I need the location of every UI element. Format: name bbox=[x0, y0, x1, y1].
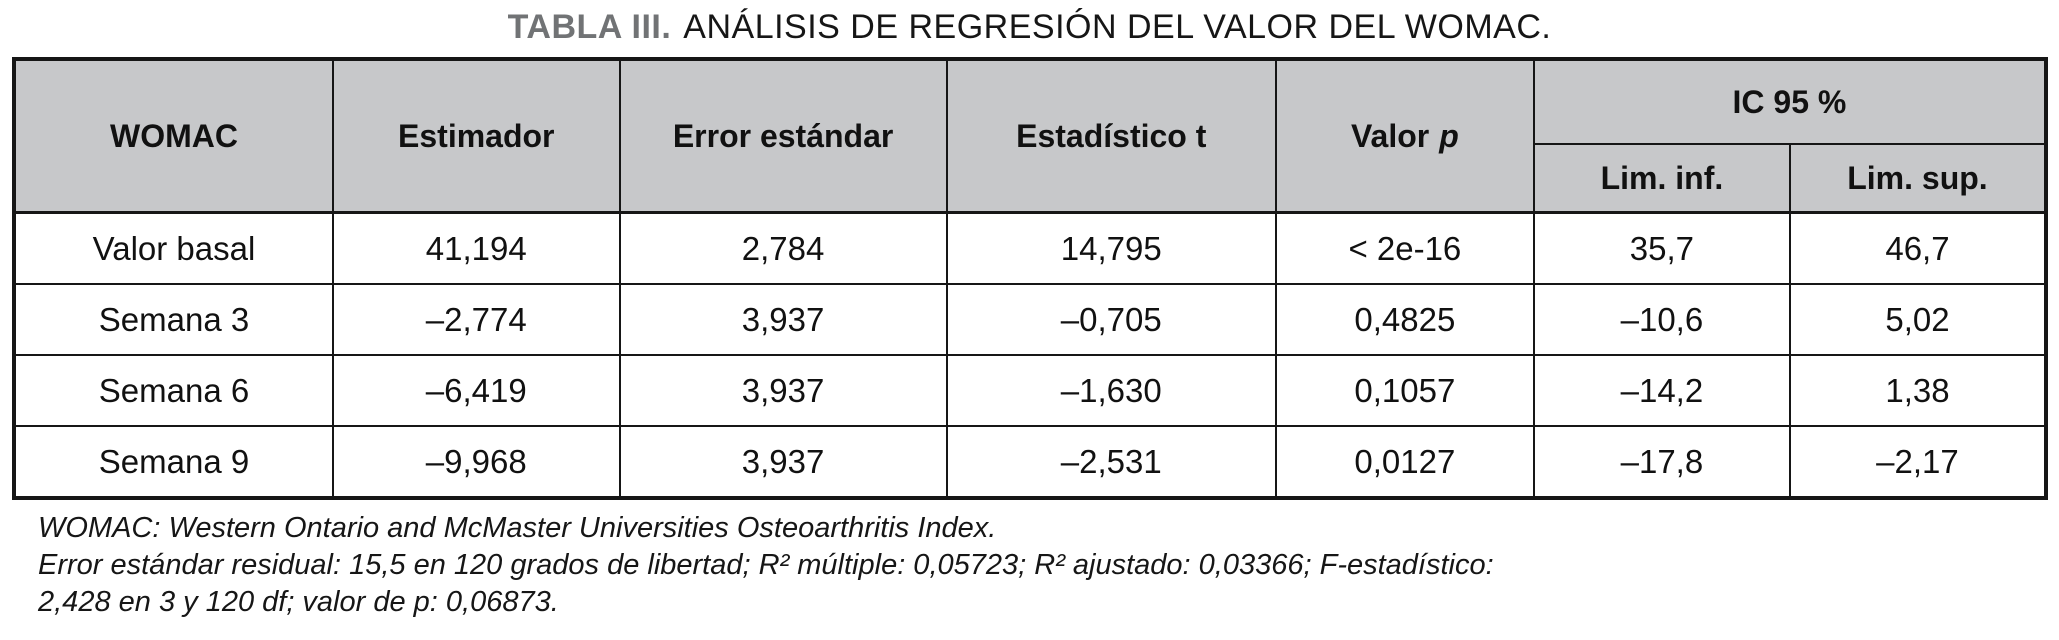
col-header-lim-sup: Lim. sup. bbox=[1788, 143, 2048, 214]
footnote-statistics-line-1: Error estándar residual: 15,5 en 120 gra… bbox=[38, 549, 1494, 582]
cell-womac: Valor basal bbox=[12, 211, 335, 285]
cell-lim-sup: 46,7 bbox=[1788, 211, 2048, 285]
footnote-womac-definition: WOMAC: Western Ontario and McMaster Univ… bbox=[38, 512, 997, 544]
cell-estimador: 41,194 bbox=[332, 211, 621, 285]
cell-p: 0,1057 bbox=[1274, 354, 1535, 427]
table-title: TABLA III. ANÁLISIS DE REGRESIÓN DEL VALO… bbox=[0, 0, 2059, 47]
cell-error: 3,937 bbox=[618, 425, 948, 499]
cell-p: 0,4825 bbox=[1274, 283, 1535, 356]
col-header-estadistico-t: Estadístico t bbox=[945, 58, 1277, 214]
table-row: Semana 3 –2,774 3,937 –0,705 0,4825 –10,… bbox=[12, 283, 2048, 356]
col-header-error-estandar: Error estándar bbox=[618, 58, 948, 214]
table-row: Semana 6 –6,419 3,937 –1,630 0,1057 –14,… bbox=[12, 354, 2048, 427]
table-footnotes: WOMAC: Western Ontario and McMaster Univ… bbox=[38, 510, 2059, 621]
table-title-label: TABLA III. bbox=[507, 8, 672, 46]
col-header-estimador: Estimador bbox=[332, 58, 621, 214]
footnote-statistics-line-2: 2,428 en 3 y 120 df; valor de p: 0,06873… bbox=[38, 586, 559, 619]
cell-lim-inf: 35,7 bbox=[1532, 211, 1791, 285]
cell-lim-inf: –10,6 bbox=[1532, 283, 1791, 356]
cell-lim-sup: –2,17 bbox=[1788, 425, 2048, 499]
table-row: Semana 9 –9,968 3,937 –2,531 0,0127 –17,… bbox=[12, 425, 2048, 499]
cell-t: –0,705 bbox=[945, 283, 1277, 356]
col-header-ic95: IC 95 % bbox=[1532, 58, 2048, 145]
table-row: Valor basal 41,194 2,784 14,795 < 2e-16 … bbox=[12, 211, 2048, 285]
cell-t: 14,795 bbox=[945, 211, 1277, 285]
cell-estimador: –2,774 bbox=[332, 283, 621, 356]
cell-lim-sup: 1,38 bbox=[1788, 354, 2048, 427]
cell-lim-sup: 5,02 bbox=[1788, 283, 2048, 356]
col-header-valor-p: Valor p bbox=[1274, 58, 1535, 214]
cell-womac: Semana 9 bbox=[12, 425, 335, 499]
cell-error: 3,937 bbox=[618, 354, 948, 427]
cell-error: 3,937 bbox=[618, 283, 948, 356]
regression-table: WOMAC Estimador Error estándar Estadísti… bbox=[12, 57, 2048, 500]
cell-lim-inf: –14,2 bbox=[1532, 354, 1791, 427]
cell-p: < 2e-16 bbox=[1274, 211, 1535, 285]
cell-womac: Semana 3 bbox=[12, 283, 335, 356]
cell-womac: Semana 6 bbox=[12, 354, 335, 427]
cell-p: 0,0127 bbox=[1274, 425, 1535, 499]
cell-t: –1,630 bbox=[945, 354, 1277, 427]
cell-estimador: –9,968 bbox=[332, 425, 621, 499]
p-label: p bbox=[1439, 117, 1459, 154]
cell-error: 2,784 bbox=[618, 211, 948, 285]
cell-t: –2,531 bbox=[945, 425, 1277, 499]
table-title-text: ANÁLISIS DE REGRESIÓN DEL VALOR DEL WOMA… bbox=[683, 8, 1552, 46]
cell-lim-inf: –17,8 bbox=[1532, 425, 1791, 499]
col-header-womac: WOMAC bbox=[12, 58, 335, 214]
cell-estimador: –6,419 bbox=[332, 354, 621, 427]
col-header-lim-inf: Lim. inf. bbox=[1532, 143, 1791, 214]
valor-label: Valor bbox=[1350, 117, 1430, 154]
